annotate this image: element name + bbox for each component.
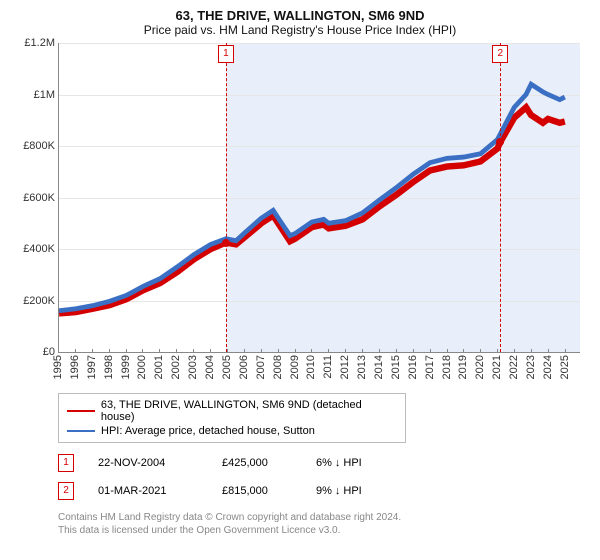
sale-date: 01-MAR-2021 (98, 485, 198, 497)
sale-diff: 6%↓HPI (316, 457, 362, 469)
x-tick-label: 2011 (322, 355, 334, 379)
event-line-1 (226, 43, 227, 352)
x-tick-label: 2013 (356, 355, 368, 379)
x-tick-label: 2003 (187, 355, 199, 379)
sale-tag: 1 (58, 454, 74, 472)
legend-label: 63, THE DRIVE, WALLINGTON, SM6 9ND (deta… (101, 399, 397, 423)
footer-line-2: This data is licensed under the Open Gov… (58, 524, 590, 537)
x-tick-label: 2023 (525, 355, 537, 379)
sale-price: £815,000 (222, 485, 292, 497)
legend-swatch (67, 430, 95, 432)
x-tick-label: 2002 (170, 355, 182, 379)
x-tick-label: 2020 (474, 355, 486, 379)
footer-line-1: Contains HM Land Registry data © Crown c… (58, 511, 590, 524)
footer-attribution: Contains HM Land Registry data © Crown c… (58, 511, 590, 537)
sale-diff-pct: 6% (316, 457, 332, 469)
legend-swatch (67, 410, 95, 412)
line-layer (59, 43, 580, 352)
x-tick-label: 2008 (272, 355, 284, 379)
x-tick-label: 2015 (390, 355, 402, 379)
sale-tag: 2 (58, 482, 74, 500)
sale-marker-2 (496, 138, 504, 146)
x-tick-label: 2022 (508, 355, 520, 379)
x-tick-label: 2001 (153, 355, 165, 379)
x-tick-label: 2025 (559, 355, 571, 379)
x-tick-label: 1997 (86, 355, 98, 379)
sale-diff-vs: HPI (343, 457, 361, 469)
x-tick-label: 2019 (457, 355, 469, 379)
y-tick-label: £200K (23, 295, 59, 307)
sales-table: 122-NOV-2004£425,0006%↓HPI201-MAR-2021£8… (58, 449, 590, 505)
sale-row-1: 1 22-NOV-2004 £425,000 6%↓HPI (58, 449, 590, 477)
sale-price: £425,000 (222, 457, 292, 469)
x-tick-label: 2006 (238, 355, 250, 379)
legend-label: HPI: Average price, detached house, Sutt… (101, 425, 315, 437)
x-tick-label: 1998 (103, 355, 115, 379)
arrow-down-icon: ↓ (335, 457, 341, 469)
sale-diff-vs: HPI (343, 485, 361, 497)
y-tick-label: £1.2M (24, 37, 59, 49)
x-tick-label: 2005 (221, 355, 233, 379)
y-tick-label: £600K (23, 192, 59, 204)
y-tick-label: £400K (23, 243, 59, 255)
x-tick-label: 2007 (255, 355, 267, 379)
y-tick-label: £800K (23, 140, 59, 152)
sale-row-2: 2 01-MAR-2021 £815,000 9%↓HPI (58, 477, 590, 505)
x-tick-label: 2018 (441, 355, 453, 379)
legend-item: HPI: Average price, detached house, Sutt… (67, 424, 397, 438)
x-tick-label: 1999 (120, 355, 132, 379)
x-tick-label: 2000 (136, 355, 148, 379)
x-tick-label: 2010 (305, 355, 317, 379)
x-tick-label: 2009 (289, 355, 301, 379)
x-tick-label: 2016 (407, 355, 419, 379)
sale-diff: 9%↓HPI (316, 485, 362, 497)
x-tick-label: 2012 (339, 355, 351, 379)
chart-area: £0£200K£400K£600K£800K£1M£1.2M12 1995199… (58, 43, 580, 383)
x-tick-label: 2024 (542, 355, 554, 379)
chart-title: 63, THE DRIVE, WALLINGTON, SM6 9ND (10, 8, 590, 23)
event-tag-2: 2 (492, 45, 508, 63)
x-axis-labels: 1995199619971998199920002001200220032004… (58, 353, 580, 383)
x-tick-label: 2014 (373, 355, 385, 379)
event-tag-1: 1 (218, 45, 234, 63)
sale-date: 22-NOV-2004 (98, 457, 198, 469)
x-tick-label: 1996 (69, 355, 81, 379)
series-property (59, 107, 565, 313)
y-tick-label: £1M (34, 89, 59, 101)
x-tick-label: 2004 (204, 355, 216, 379)
legend: 63, THE DRIVE, WALLINGTON, SM6 9ND (deta… (58, 393, 406, 443)
arrow-down-icon: ↓ (335, 485, 341, 497)
sale-marker-1 (222, 239, 230, 247)
event-line-2 (500, 43, 501, 352)
chart-subtitle: Price paid vs. HM Land Registry's House … (10, 23, 590, 37)
plot-area: £0£200K£400K£600K£800K£1M£1.2M12 (58, 43, 580, 353)
series-hpi (59, 84, 565, 311)
chart-container: 63, THE DRIVE, WALLINGTON, SM6 9ND Price… (0, 0, 600, 541)
x-tick-label: 1995 (52, 355, 64, 379)
x-tick-label: 2017 (424, 355, 436, 379)
sale-diff-pct: 9% (316, 485, 332, 497)
legend-item: 63, THE DRIVE, WALLINGTON, SM6 9ND (deta… (67, 398, 397, 424)
x-tick-label: 2021 (491, 355, 503, 379)
